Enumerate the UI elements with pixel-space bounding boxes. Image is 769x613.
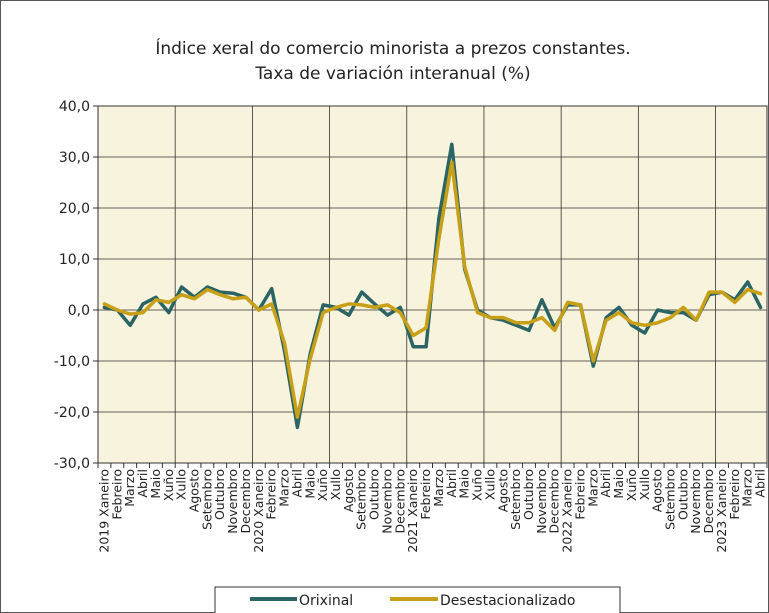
x-tick-label: Novembro	[379, 469, 394, 534]
x-tick-label: Febreiro	[264, 469, 279, 520]
x-tick-label: Novembro	[688, 469, 703, 534]
legend-label-orixinal: Orixinal	[299, 593, 353, 609]
x-tick-label: Maio	[148, 469, 163, 499]
x-tick-label: Outubro	[521, 469, 536, 520]
x-tick-label: Maio	[302, 469, 317, 499]
x-tick-label: Marzo	[585, 469, 600, 507]
series-line-desestacionalizado	[102, 160, 763, 419]
x-tick-label: Xullo	[637, 469, 652, 500]
y-tick-label: 20,0	[59, 201, 90, 217]
x-tick-label: 2019 Xaneiro	[96, 469, 111, 553]
x-tick-label: Marzo	[431, 469, 446, 507]
x-tick-label: Xullo	[482, 469, 497, 500]
x-tick-label: Setembro	[508, 469, 523, 530]
gridlines	[98, 106, 767, 463]
y-tick-label: -30,0	[54, 456, 90, 472]
x-tick-label: Decembro	[547, 469, 562, 534]
x-tick-label: Maio	[611, 469, 626, 499]
x-tick-label: 2022 Xaneiro	[560, 469, 575, 553]
x-tick-label: Maio	[457, 469, 472, 499]
x-tick-label: Novembro	[225, 469, 240, 534]
y-tick-label: 10,0	[59, 252, 90, 268]
x-tick-label: Febreiro	[109, 469, 124, 520]
x-tick-label: Outubro	[367, 469, 382, 520]
y-tick-label: 0,0	[68, 303, 90, 319]
x-tick-label: Setembro	[199, 469, 214, 530]
x-tick-label: Agosto	[186, 469, 201, 512]
x-tick-label: Febreiro	[572, 469, 587, 520]
x-tick-label: Abril	[598, 469, 613, 498]
chart-title-line-2: Taxa de variación interanual (%)	[254, 64, 530, 84]
x-tick-label: Agosto	[341, 469, 356, 512]
x-tick-label: Abril	[135, 469, 150, 498]
chart-title-line-1: Índice xeral do comercio minorista a pre…	[155, 37, 630, 59]
y-tick-label: -20,0	[54, 405, 90, 421]
x-tick-label: Marzo	[122, 469, 137, 507]
x-tick-label: Agosto	[495, 469, 510, 512]
x-tick-label: Febreiro	[727, 469, 742, 520]
x-tick-label: Marzo	[740, 469, 755, 507]
x-tick-label: Outubro	[212, 469, 227, 520]
x-tick-label: Xuño	[470, 469, 485, 501]
series-lines	[102, 142, 763, 430]
x-tick-label: Febreiro	[418, 469, 433, 520]
x-tick-label: Abril	[289, 469, 304, 498]
legend: Orixinal Desestacionalizado	[214, 586, 621, 613]
x-tick-label: Decembro	[238, 469, 253, 534]
x-tick-label: Xullo	[174, 469, 189, 500]
x-tick-label: Decembro	[701, 469, 716, 534]
x-tick-label: 2023 Xaneiro	[714, 469, 729, 553]
x-tick-label: Novembro	[534, 469, 549, 534]
x-tick-label: Setembro	[663, 469, 678, 530]
x-tick-label: Xuño	[624, 469, 639, 501]
y-tick-label: -10,0	[54, 354, 90, 370]
x-tick-label: 2021 Xaneiro	[405, 469, 420, 553]
x-tick-label: Abril	[753, 469, 768, 498]
x-tick-label: Xuño	[161, 469, 176, 501]
x-tick-label: Xuño	[315, 469, 330, 501]
x-tick-label: Marzo	[277, 469, 292, 507]
x-tick-label: Xullo	[328, 469, 343, 500]
x-tick-label: Outubro	[675, 469, 690, 520]
x-tick-label: Abril	[444, 469, 459, 498]
y-tick-label: 40,0	[59, 99, 90, 115]
x-tick-label: Setembro	[354, 469, 369, 530]
x-tick-label: Decembro	[392, 469, 407, 534]
x-tick-label: Agosto	[650, 469, 665, 512]
y-axis: 40,0 30,0 20,0 10,0 0,0 -10,0 -20,0 -30,0	[54, 99, 98, 472]
x-tick-label: 2020 Xaneiro	[251, 469, 266, 553]
y-tick-label: 30,0	[59, 150, 90, 166]
x-axis: 2019 XaneiroFebreiroMarzoAbrilMaioXuñoXu…	[96, 463, 768, 553]
legend-label-desestacionalizado: Desestacionalizado	[440, 593, 575, 609]
